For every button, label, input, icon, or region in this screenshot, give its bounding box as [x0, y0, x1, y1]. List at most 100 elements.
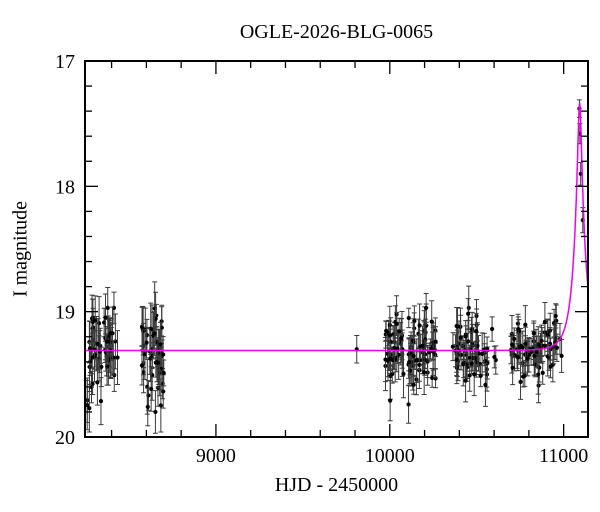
data-point [559, 353, 564, 359]
data-point [492, 354, 497, 360]
data-point [458, 335, 463, 340]
data-point [550, 362, 555, 367]
data-point [98, 399, 104, 404]
data-point [152, 331, 157, 336]
data-point [90, 381, 95, 387]
data-point [554, 318, 559, 323]
data-point [417, 323, 422, 328]
data-point [463, 378, 468, 383]
data-point [430, 375, 435, 381]
data-point [108, 331, 113, 336]
data-point [145, 404, 150, 410]
x-tick-label: 9000 [196, 445, 236, 467]
data-point [161, 370, 166, 376]
data-point [388, 339, 393, 344]
data-point [454, 357, 459, 362]
data-point [540, 370, 545, 375]
data-point [466, 339, 471, 344]
data-point [515, 355, 520, 360]
data-point [386, 357, 392, 362]
data-point [87, 346, 93, 351]
data-point [103, 315, 108, 320]
data-point [158, 342, 163, 347]
data-point [407, 359, 412, 365]
data-point [411, 338, 416, 343]
data-point [483, 358, 488, 364]
data-point [472, 372, 477, 377]
data-point [522, 373, 527, 378]
data-point [406, 315, 411, 321]
y-axis-title: I magnitude [9, 200, 32, 298]
data-point [542, 319, 547, 324]
data-point [406, 402, 411, 407]
data-point [466, 311, 471, 316]
axes-group: 9000 10000 11000 17 18 19 20 [55, 51, 589, 467]
data-point [397, 329, 402, 334]
data-point [554, 345, 560, 350]
data-point [512, 336, 517, 342]
x-tick-label: 10000 [365, 445, 415, 467]
data-point [420, 343, 425, 348]
data-point [542, 343, 547, 348]
data-point [483, 382, 488, 387]
data-point [106, 334, 111, 339]
y-tick-label: 20 [55, 427, 75, 449]
model-curve [85, 102, 588, 352]
data-point [401, 371, 406, 376]
data-point [518, 379, 523, 384]
y-tick-label: 19 [55, 302, 75, 324]
data-point [466, 305, 471, 311]
y-tick-label: 17 [55, 51, 75, 73]
data-point [463, 334, 468, 339]
data-point [422, 370, 427, 375]
x-axis-title: HJD - 2450000 [274, 474, 399, 496]
data-point [509, 342, 515, 347]
data-point [414, 357, 419, 362]
data-point [423, 337, 428, 342]
data-point [450, 344, 456, 349]
data-point [388, 398, 393, 403]
data-point [411, 353, 416, 359]
data-point [422, 357, 427, 362]
data-points-group [85, 99, 586, 434]
model-curve-group [85, 102, 588, 352]
data-point [394, 321, 399, 327]
data-point [474, 328, 479, 334]
data-point [523, 322, 528, 327]
data-point [523, 341, 528, 346]
data-point [461, 362, 466, 367]
data-point [531, 331, 536, 336]
data-point [470, 327, 475, 332]
data-point [153, 360, 158, 365]
data-point [104, 339, 110, 344]
x-tick-label: 11000 [539, 445, 588, 467]
data-point [85, 402, 90, 408]
data-point [95, 342, 101, 347]
data-point [93, 318, 98, 323]
data-point [158, 403, 163, 408]
data-point [383, 357, 388, 362]
data-point [161, 352, 166, 357]
plot-title: OGLE-2026-BLG-0065 [239, 21, 434, 43]
data-point [95, 380, 100, 385]
data-point [412, 318, 417, 324]
data-point [534, 349, 539, 354]
data-point [115, 355, 120, 360]
data-point [478, 373, 483, 378]
data-point [144, 340, 149, 345]
data-point [153, 409, 158, 415]
data-point [87, 406, 92, 411]
data-point [424, 305, 429, 311]
data-point [387, 333, 393, 338]
data-point [545, 354, 550, 359]
data-point [467, 373, 472, 378]
data-point [539, 338, 544, 343]
data-point [411, 382, 416, 387]
data-point [105, 305, 110, 311]
data-point [490, 326, 495, 332]
data-point [146, 393, 151, 398]
data-point [139, 363, 145, 368]
data-point [525, 356, 530, 361]
